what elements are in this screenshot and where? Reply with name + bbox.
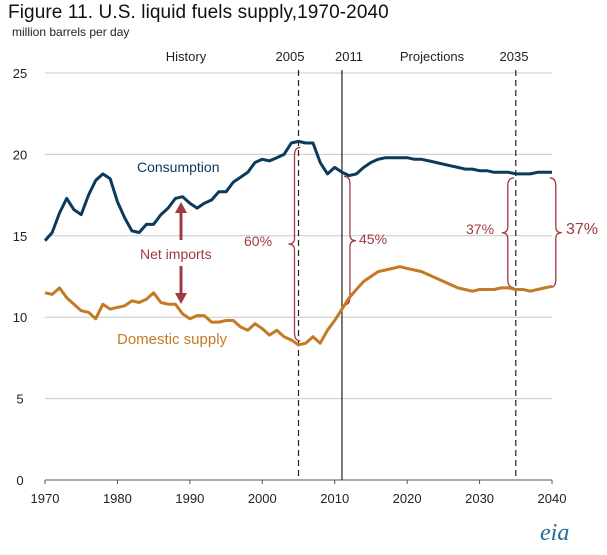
y-tick-label: 10 <box>13 310 27 325</box>
bracket-2035-left <box>501 177 514 289</box>
chart-subtitle: million barrels per day <box>12 25 130 39</box>
x-tick-label: 2030 <box>465 491 494 506</box>
net-imports-arrow-up-head <box>175 202 187 213</box>
domestic-supply-label: Domestic supply <box>117 331 228 348</box>
pct-2035-label-right: 37% <box>566 221 598 238</box>
domestic-supply-line <box>44 265 553 347</box>
pct-2005-label: 60% <box>244 233 272 249</box>
pct-2011-label: 45% <box>359 231 387 247</box>
y-axis-ticks: 0 5 10 15 20 25 <box>13 66 27 488</box>
year-2011-label: 2011 <box>335 49 363 64</box>
year-2035-label: 2035 <box>500 49 529 64</box>
y-tick-label: 0 <box>16 473 23 488</box>
reference-lines <box>297 70 517 480</box>
x-tick-label: 2000 <box>248 491 277 506</box>
bracket-2005 <box>288 146 301 342</box>
consumption-line <box>43 139 552 242</box>
y-tick-label: 15 <box>13 229 27 244</box>
x-axis-ticks: 1970 1980 1990 2000 2010 2020 2030 2040 <box>31 480 567 506</box>
x-tick-label: 2020 <box>393 491 422 506</box>
eia-logo: eia <box>540 520 570 546</box>
consumption-label: Consumption <box>137 159 220 175</box>
bracket-2035-right <box>549 177 562 289</box>
pct-2035-label-left: 37% <box>466 221 494 237</box>
y-tick-label: 5 <box>16 392 23 407</box>
y-tick-label: 20 <box>13 147 27 162</box>
history-label: History <box>166 49 207 64</box>
x-tick-label: 2040 <box>538 491 567 506</box>
projections-label: Projections <box>400 49 465 64</box>
net-imports-arrows <box>175 202 187 304</box>
series-lines <box>43 139 553 347</box>
bracket-2011 <box>343 175 356 306</box>
net-imports-label: Net imports <box>140 246 212 262</box>
y-tick-label: 25 <box>13 66 27 81</box>
year-2005-label: 2005 <box>276 49 305 64</box>
x-tick-label: 2010 <box>320 491 349 506</box>
net-import-brackets <box>288 146 562 342</box>
x-tick-label: 1990 <box>175 491 204 506</box>
net-imports-arrow-down-head <box>175 293 187 304</box>
chart-title: Figure 11. U.S. liquid fuels supply,1970… <box>8 2 389 23</box>
x-tick-label: 1970 <box>31 491 60 506</box>
x-tick-label: 1980 <box>103 491 132 506</box>
